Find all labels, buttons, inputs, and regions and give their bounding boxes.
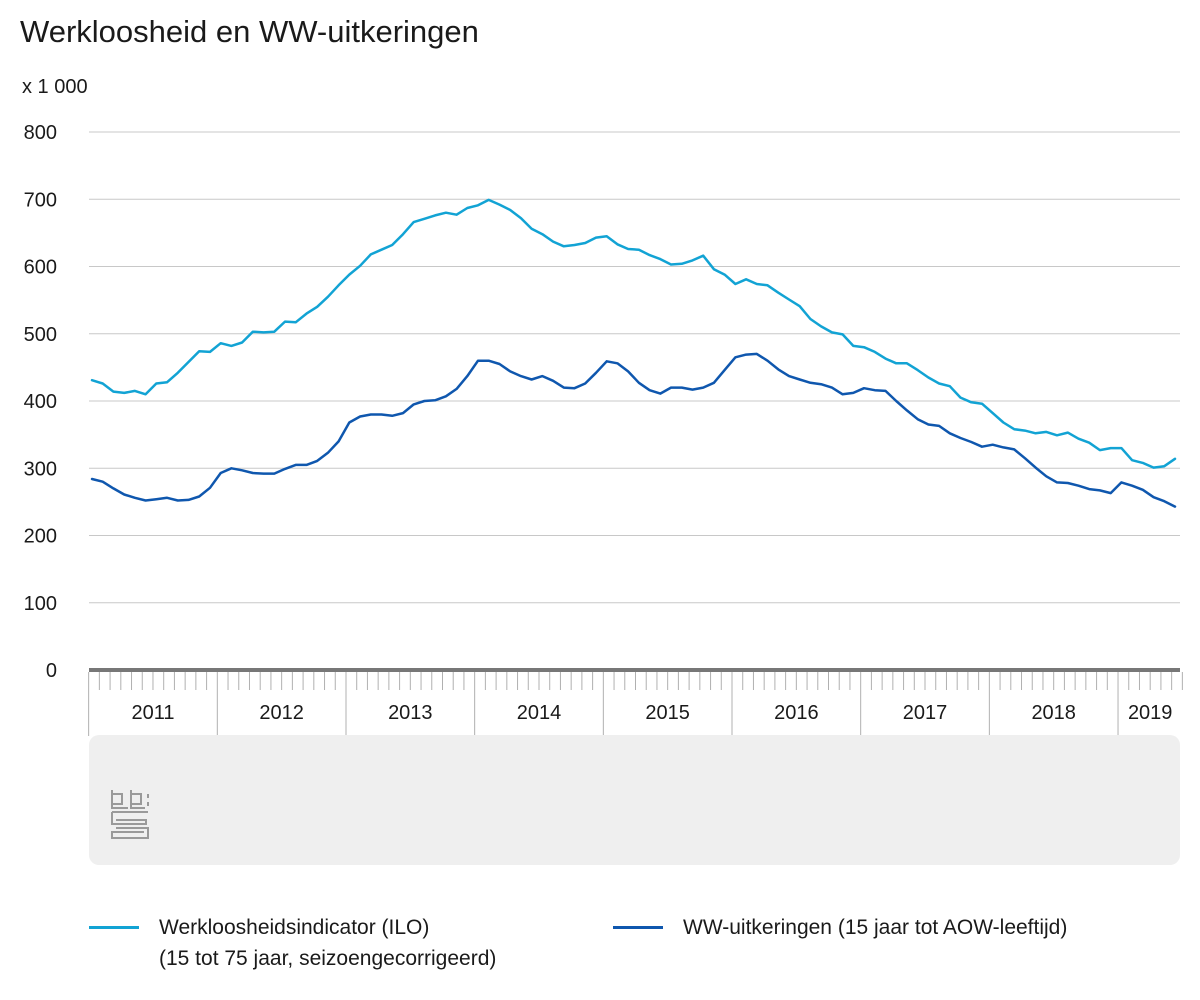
cbs-logo — [111, 790, 149, 839]
legend-swatch-ww — [613, 926, 663, 929]
x-tick-label: 2015 — [645, 702, 690, 724]
x-tick-label: 2012 — [259, 702, 304, 724]
x-tick-label: 2013 — [388, 702, 433, 724]
series-line-ww — [90, 352, 1177, 508]
y-axis-tick-labels: 0 100 200 300 400 500 600 700 800 — [24, 122, 57, 682]
y-tick-label: 100 — [24, 593, 57, 615]
y-tick-label: 0 — [46, 660, 57, 682]
y-tick-label: 400 — [24, 391, 57, 413]
y-axis-unit-label: x 1 000 — [22, 76, 88, 98]
legend-label-ilo-sub: (15 tot 75 jaar, seizoengecorrigeerd) — [159, 947, 497, 970]
x-tick-label: 2018 — [1031, 702, 1076, 724]
legend-swatch-ilo — [89, 926, 139, 929]
y-tick-label: 700 — [24, 189, 57, 211]
x-tick-label: 2017 — [903, 702, 948, 724]
x-tick-label: 2016 — [774, 702, 819, 724]
x-axis: 2011 2012 2013 2014 2015 2016 2017 2018 2019 — [88, 668, 1183, 736]
series-line-ilo — [90, 198, 1177, 469]
series-lines — [90, 198, 1177, 508]
y-tick-label: 200 — [24, 526, 57, 548]
legend-item-ilo: Werkloosheidsindicator (ILO) (15 tot 75 … — [89, 912, 496, 974]
legend-label-ww: WW-uitkeringen (15 jaar tot AOW-leeftijd… — [683, 916, 1068, 939]
gridlines — [89, 131, 1180, 604]
y-tick-label: 600 — [24, 257, 57, 279]
y-tick-label: 800 — [24, 122, 57, 144]
x-tick-label: 2019 — [1128, 702, 1173, 724]
y-tick-label: 500 — [24, 324, 57, 346]
legend-label-ilo: Werkloosheidsindicator (ILO) — [159, 916, 430, 939]
chart-title: Werkloosheid en WW-uitkeringen — [20, 14, 479, 49]
legend-item-ww: WW-uitkeringen (15 jaar tot AOW-leeftijd… — [613, 912, 1067, 943]
x-tick-label: 2011 — [131, 702, 174, 724]
x-tick-label: 2014 — [517, 702, 562, 724]
y-tick-label: 300 — [24, 458, 57, 480]
logo-panel — [89, 735, 1180, 865]
